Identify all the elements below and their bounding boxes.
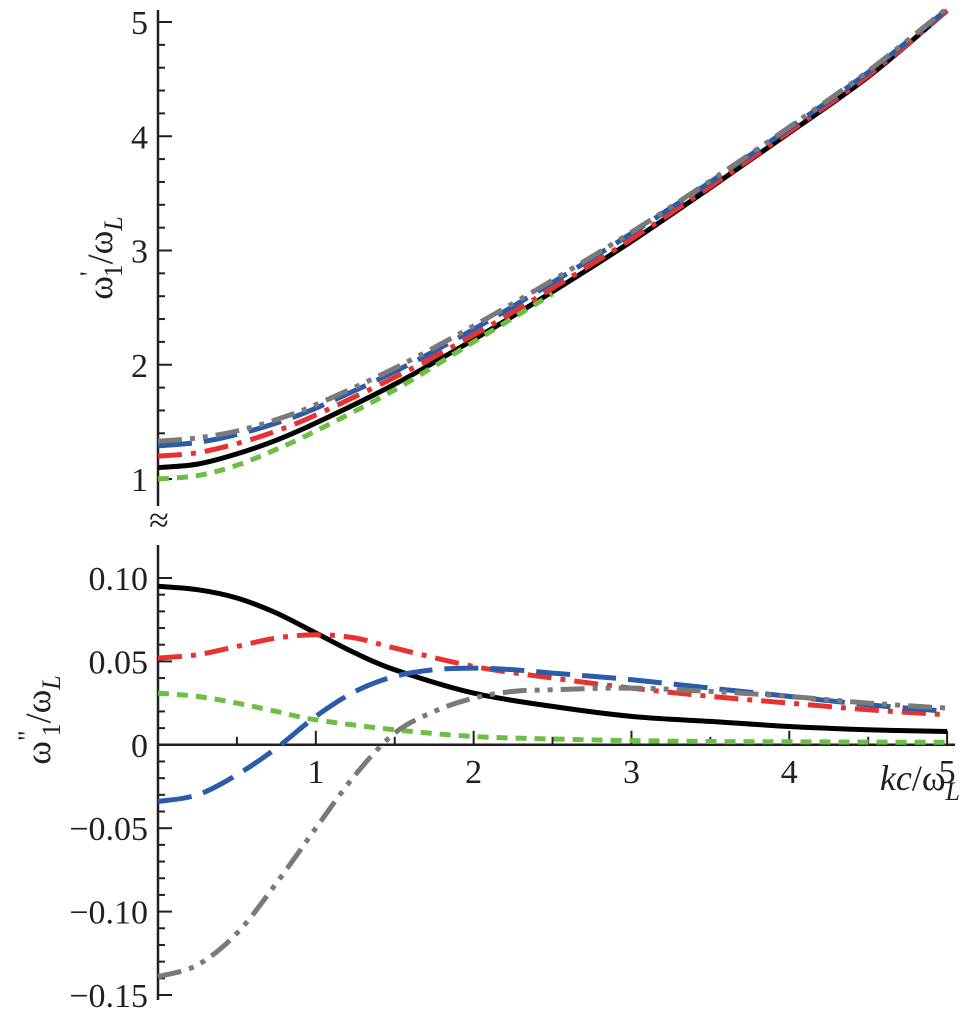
series-line-gray-dash-dot-dot [157,6,949,444]
series-line-green-short-dash [157,291,554,482]
y-tick-label-top: 2 [131,348,148,385]
series-line-black-solid [157,583,948,734]
y-label-prime: ' [75,271,104,276]
y-label-sub2: L [99,216,128,231]
y-tick-label-bottom: −0.05 [69,811,148,848]
y-label-sub2: L [37,675,66,690]
x-label-k: k [880,758,897,798]
y-label-prime: " [13,730,42,741]
y-tick-label-top: 5 [131,5,148,42]
y-tick-label-top: 1 [131,462,148,499]
axis-break-symbol: ≈ [140,500,176,540]
y-label-slash-omega: /ω [80,231,120,265]
y-label-sub: 1 [99,264,128,277]
series-line-black-solid [157,8,949,471]
x-tick-label: 5 [939,754,956,791]
x-label-c: c [896,758,912,798]
x-label-sub: L [945,777,960,806]
series-line-red-dash-dot [157,632,948,718]
axis-break-glyph: ≈ [149,500,169,540]
series-line-green-short-dash [157,690,948,745]
y-tick-label-top: 3 [131,234,148,271]
series-line-blue-long-dash [157,7,949,449]
x-tick-label: 4 [781,754,798,791]
x-tick-label: 2 [465,754,482,791]
y-tick-label-bottom: 0.10 [89,561,149,598]
y-axis-label-bottom: ω"1/ωL [13,675,66,765]
x-tick-label: 3 [623,754,640,791]
x-tick-label: 1 [307,754,324,791]
y-tick-label-bottom: −0.10 [69,895,148,932]
y-tick-label-top: 4 [131,119,148,156]
series-line-blue-long-dash [157,665,948,804]
y-tick-label-bottom: 0 [131,728,148,765]
x-label-omega: /ω [912,758,946,798]
y-tick-label-bottom: 0.05 [89,644,149,681]
y-label-omega: ω [80,276,120,300]
bottom-panel: 0.100.050−0.05−0.10−0.151 2 3 4 5kc/ωLω"1/ωL [13,545,960,1015]
y-label-sub: 1 [37,723,66,736]
series-line-gray-dash-dot-dot [157,685,948,980]
x-axis-label: kc/ωL [880,758,960,806]
y-axis-label-top: ω'1/ωL [75,216,128,300]
y-tick-label-bottom: −0.15 [69,978,148,1015]
y-label-slash-omega: /ω [18,690,58,724]
series-line-red-dash-dot [157,8,949,459]
y-label-omega: ω [18,741,58,765]
